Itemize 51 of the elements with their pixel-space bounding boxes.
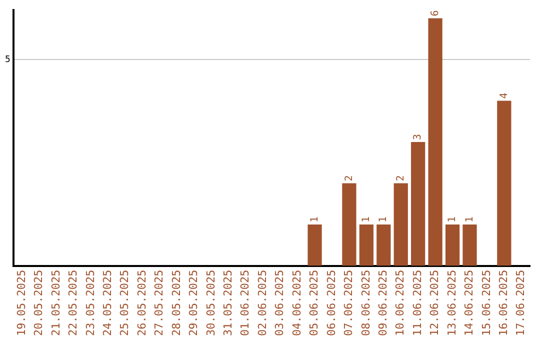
data-label: 2 — [344, 175, 355, 182]
data-label: 1 — [447, 216, 458, 223]
data-label: 1 — [464, 216, 476, 223]
x-tick-label: 30.05.2025 — [204, 270, 218, 336]
bar — [462, 224, 477, 266]
x-tick-label: 22.05.2025 — [66, 270, 80, 336]
bar — [376, 224, 391, 266]
x-tick-label: 05.06.2025 — [308, 270, 321, 336]
x-tick-label: 19.05.2025 — [14, 270, 28, 336]
data-label: 4 — [498, 92, 510, 99]
bar — [411, 142, 426, 266]
x-tick-label: 04.06.2025 — [290, 270, 304, 336]
data-label: 1 — [309, 216, 320, 223]
data-label: 3 — [412, 134, 424, 140]
x-tick-label: 26.05.2025 — [135, 270, 148, 336]
x-tick-label: 14.06.2025 — [462, 270, 476, 336]
bar — [359, 224, 374, 266]
x-tick-label: 03.06.2025 — [273, 270, 286, 336]
x-tick-label: 06.06.2025 — [324, 270, 338, 336]
bar — [394, 183, 408, 266]
x-tick-label: 25.05.2025 — [118, 270, 132, 336]
data-label: 1 — [361, 216, 372, 223]
x-tick-label: 10.06.2025 — [394, 270, 407, 336]
data-label: 2 — [395, 175, 406, 182]
x-tick-label: 31.05.2025 — [222, 270, 235, 336]
bar — [428, 18, 442, 266]
x-tick-label: 27.05.2025 — [152, 270, 166, 336]
x-tick-label: 13.06.2025 — [445, 270, 458, 336]
x-tick-label: 01.06.2025 — [238, 270, 252, 336]
x-tick-label: 24.05.2025 — [100, 270, 114, 336]
x-tick-label: 21.05.2025 — [49, 270, 62, 336]
x-tick-label: 29.05.2025 — [187, 270, 200, 336]
x-tick-label: 15.06.2025 — [480, 270, 493, 336]
y-tick-label: 5 — [4, 54, 10, 65]
x-tick-label: 16.06.2025 — [497, 270, 510, 336]
x-tick-label: 17.06.2025 — [514, 270, 528, 336]
x-tick-label: 07.06.2025 — [342, 270, 356, 336]
x-tick-label: 20.05.2025 — [32, 270, 46, 336]
x-tick-label: 28.05.2025 — [170, 270, 183, 336]
bar — [308, 224, 322, 266]
bar — [342, 183, 356, 266]
x-tick-label: 08.06.2025 — [359, 270, 372, 336]
x-tick-label: 02.06.2025 — [256, 270, 269, 336]
bar — [497, 100, 512, 266]
x-tick-label: 23.05.2025 — [84, 270, 97, 336]
x-tick-label: 12.06.2025 — [428, 270, 442, 336]
x-tick-label: 11.06.2025 — [410, 270, 424, 336]
x-tick-label: 09.06.2025 — [376, 270, 390, 336]
data-label: 6 — [430, 10, 441, 16]
bar — [445, 224, 460, 266]
data-label: 1 — [378, 216, 390, 223]
